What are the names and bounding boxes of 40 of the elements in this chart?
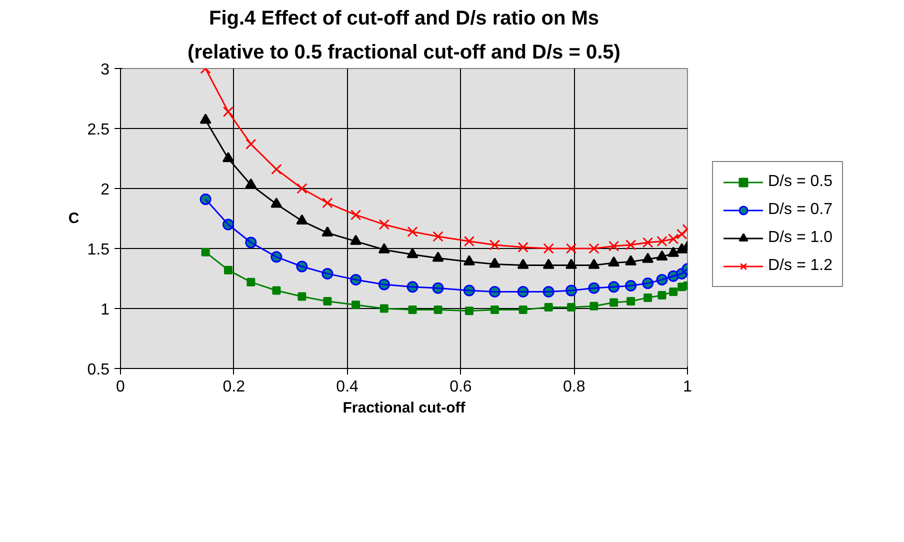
point — [676, 228, 688, 240]
point — [201, 248, 210, 256]
legend-label: D/s = 0.7 — [768, 200, 832, 218]
point — [464, 236, 475, 247]
x-tick-label: 0.4 — [336, 378, 359, 396]
point — [322, 198, 333, 208]
x-tick-label: 0.2 — [222, 378, 246, 396]
legend-label: D/s = 0.5 — [768, 172, 832, 190]
point — [222, 106, 234, 118]
point — [642, 237, 654, 248]
point — [489, 240, 500, 250]
point — [350, 210, 362, 220]
point — [407, 226, 418, 238]
point — [296, 183, 308, 194]
chart-title: Fig.4 Effect of cut-off and D/s ratio on Ms — [209, 8, 599, 30]
point — [625, 240, 636, 250]
x-tick-label: 0.6 — [450, 378, 472, 396]
y-tick-label: 3 — [100, 62, 110, 78]
y-tick-label: 1 — [100, 302, 110, 318]
point — [543, 243, 554, 254]
y-tick-label: 2 — [100, 182, 110, 198]
chart-subtitle: (relative to 0.5 fractional cut-off and D/s = 0.5) — [188, 42, 620, 64]
y-tick-label: 1.5 — [87, 242, 110, 258]
point — [518, 242, 528, 253]
point — [246, 138, 256, 150]
x-tick-label: 0.8 — [562, 378, 586, 396]
x-axis-title: Fractional cut-off — [342, 400, 466, 416]
point — [566, 243, 577, 254]
point — [432, 231, 444, 242]
y-axis-title: C — [68, 210, 80, 227]
legend-label: D/s = 1.2 — [768, 256, 832, 274]
point — [588, 243, 600, 254]
point — [608, 240, 620, 252]
x-tick-label: 1 — [683, 378, 692, 396]
x-tick-label: 0 — [116, 378, 126, 396]
point — [271, 164, 282, 175]
point — [378, 219, 390, 230]
y-tick-label: 2.5 — [87, 122, 110, 138]
y-tick-label: 0.5 — [87, 362, 110, 378]
legend-label: D/s = 1.0 — [768, 228, 832, 246]
